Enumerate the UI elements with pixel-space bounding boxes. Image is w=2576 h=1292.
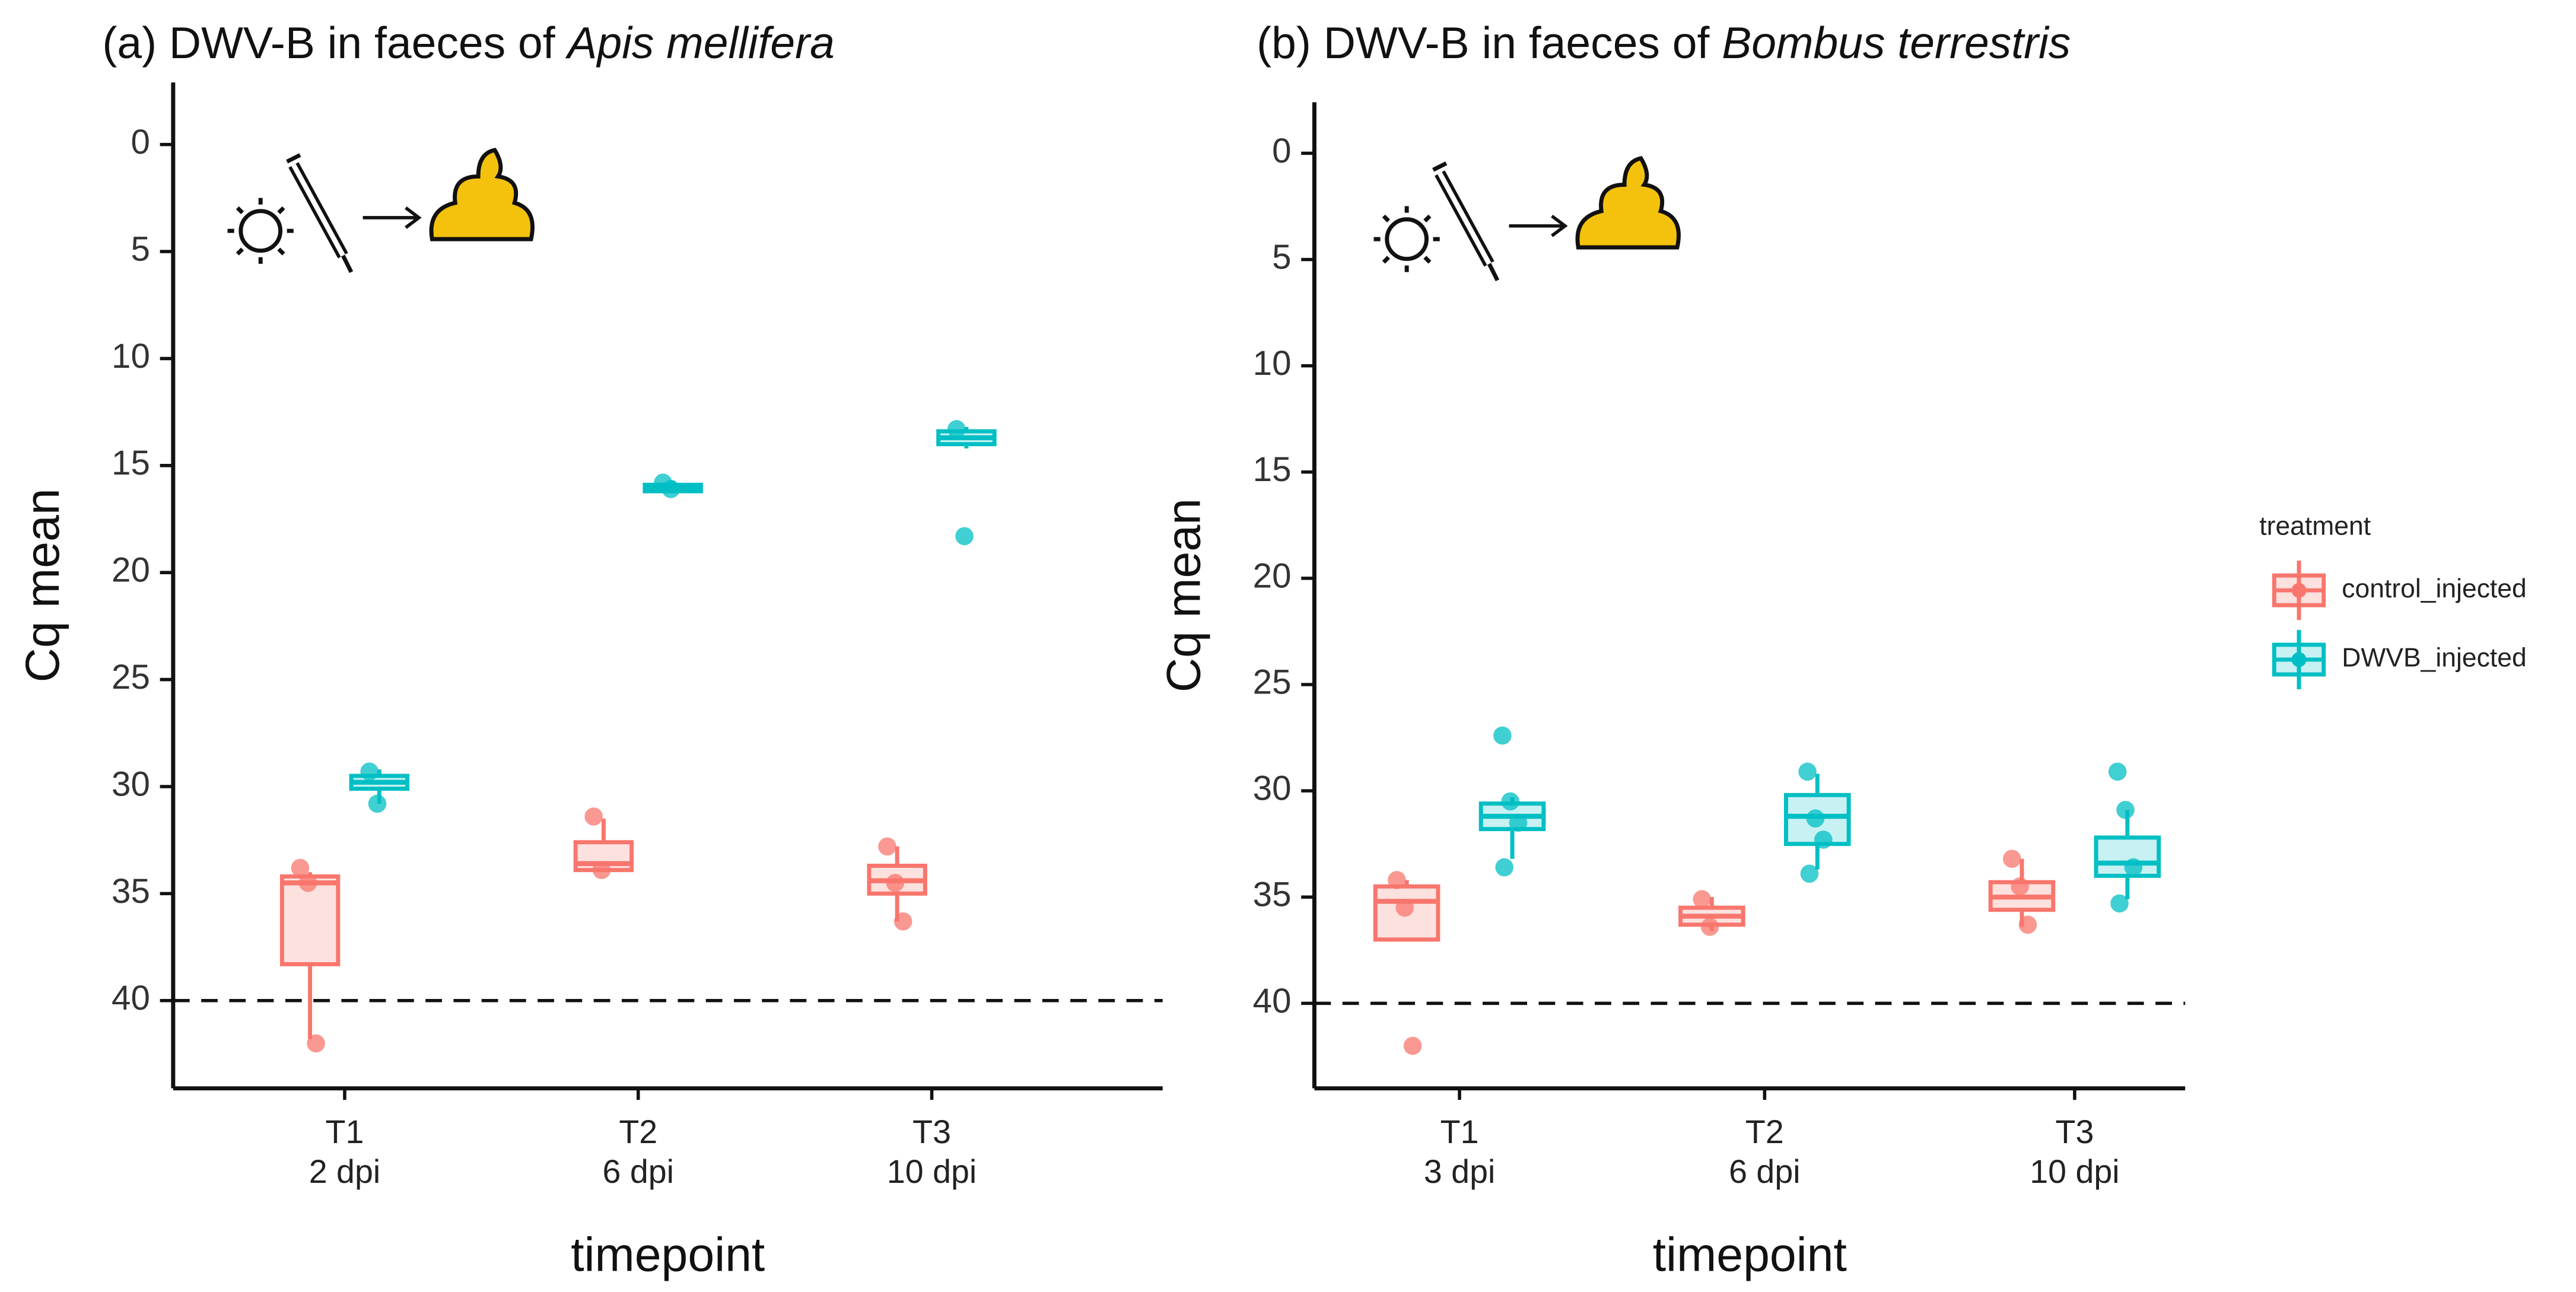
point (592, 861, 611, 879)
x-tick-label: T2 (619, 1113, 657, 1150)
y-tick-label: 40 (1253, 982, 1292, 1020)
x-tick-label: T1 (326, 1113, 364, 1150)
y-tick-label: 30 (112, 765, 150, 803)
syringe-inner (291, 164, 345, 257)
title-species: Bombus terrestris (1722, 18, 2071, 68)
y-tick-label: 0 (131, 123, 150, 161)
point (1495, 858, 1513, 877)
virus-icon (1385, 217, 1429, 261)
point (2018, 915, 2037, 934)
y-tick-label: 35 (112, 872, 150, 911)
point (584, 807, 603, 826)
point (2108, 762, 2127, 781)
x-tick-label: T3 (2056, 1113, 2094, 1150)
y-tick-label: 15 (1253, 450, 1292, 489)
point (1403, 1036, 1422, 1055)
point (1509, 813, 1528, 832)
virus-spikes (1373, 206, 1440, 272)
title-text: (a) DWV-B in faeces of (102, 18, 567, 68)
x-tick-sublabel: 10 dpi (2030, 1153, 2119, 1190)
chart-title: (a) DWV-B in faeces of Apis mellifera (102, 18, 835, 68)
point (1806, 809, 1825, 828)
box (2094, 835, 2161, 878)
point (307, 1034, 325, 1053)
y-tick-label: 40 (112, 979, 150, 1017)
y-axis-label: Cq mean (1157, 498, 1211, 692)
y-tick-label: 30 (1253, 769, 1292, 808)
point (360, 762, 379, 781)
x-tick-sublabel: 10 dpi (887, 1153, 977, 1190)
y-tick-label: 10 (112, 337, 150, 375)
y-tick-label: 35 (1253, 876, 1292, 914)
y-tick-label: 20 (1253, 556, 1292, 595)
legend-label: DWVB_injected (2342, 644, 2526, 673)
y-axis-label: Cq mean (16, 488, 69, 682)
x-tick-label: T3 (912, 1113, 951, 1150)
point (878, 837, 896, 856)
point (291, 858, 310, 877)
point (1693, 890, 1712, 909)
point (2011, 877, 2029, 896)
syringe-tip (286, 153, 354, 273)
y-tick-label: 5 (1272, 238, 1291, 276)
point (298, 874, 317, 892)
x-tick-label: T1 (1440, 1113, 1479, 1150)
point (1700, 918, 1719, 936)
y-tick-label: 0 (1272, 132, 1291, 170)
x-tick-sublabel: 6 dpi (1729, 1153, 1801, 1190)
virus-spikes (227, 198, 294, 264)
syringe-inner (1438, 171, 1491, 265)
arrow (362, 206, 422, 229)
legend-key-point (2291, 652, 2307, 667)
virus-icon (238, 209, 283, 253)
legend-label: control_injected (2342, 574, 2526, 603)
y-tick-label: 10 (1253, 344, 1292, 383)
point (2116, 801, 2135, 819)
y-tick-label: 5 (131, 230, 150, 268)
x-tick-sublabel: 3 dpi (1424, 1153, 1496, 1190)
x-tick-sublabel: 2 dpi (309, 1153, 381, 1190)
y-tick-label: 15 (112, 444, 150, 482)
legend-title: treatment (2259, 511, 2371, 540)
y-tick-label: 20 (112, 551, 150, 590)
point (947, 420, 966, 438)
faeces-icon (1575, 155, 1681, 250)
point (955, 527, 974, 546)
y-tick-label: 25 (1253, 663, 1292, 701)
point (893, 912, 912, 931)
point (1800, 864, 1819, 883)
x-tick-sublabel: 6 dpi (603, 1153, 675, 1190)
title-text: (b) DWV-B in faeces of (1257, 18, 1722, 68)
point (886, 874, 905, 892)
point (368, 794, 387, 813)
icon-group-b (1373, 155, 1681, 282)
x-axis-label: timepoint (571, 1228, 765, 1281)
x-axis-label: timepoint (1653, 1228, 1847, 1281)
legend-key-point (2291, 583, 2307, 598)
title-species: Apis mellifera (565, 18, 834, 68)
point (1493, 726, 1512, 745)
syringe-tip (1432, 161, 1500, 282)
point (1388, 871, 1406, 889)
point (2110, 894, 2129, 913)
point (1501, 792, 1520, 811)
icon-group-a (227, 148, 535, 273)
point (662, 480, 680, 498)
x-tick-label: T2 (1745, 1113, 1784, 1150)
point (2003, 849, 2021, 868)
arrow (1509, 214, 1568, 237)
faeces-icon (429, 148, 535, 241)
point (1395, 898, 1414, 917)
point (1814, 830, 1833, 849)
point (1798, 762, 1817, 781)
chart-title: (b) DWV-B in faeces of Bombus terrestris (1257, 18, 2071, 68)
point (2124, 858, 2143, 877)
y-tick-label: 25 (112, 658, 150, 696)
